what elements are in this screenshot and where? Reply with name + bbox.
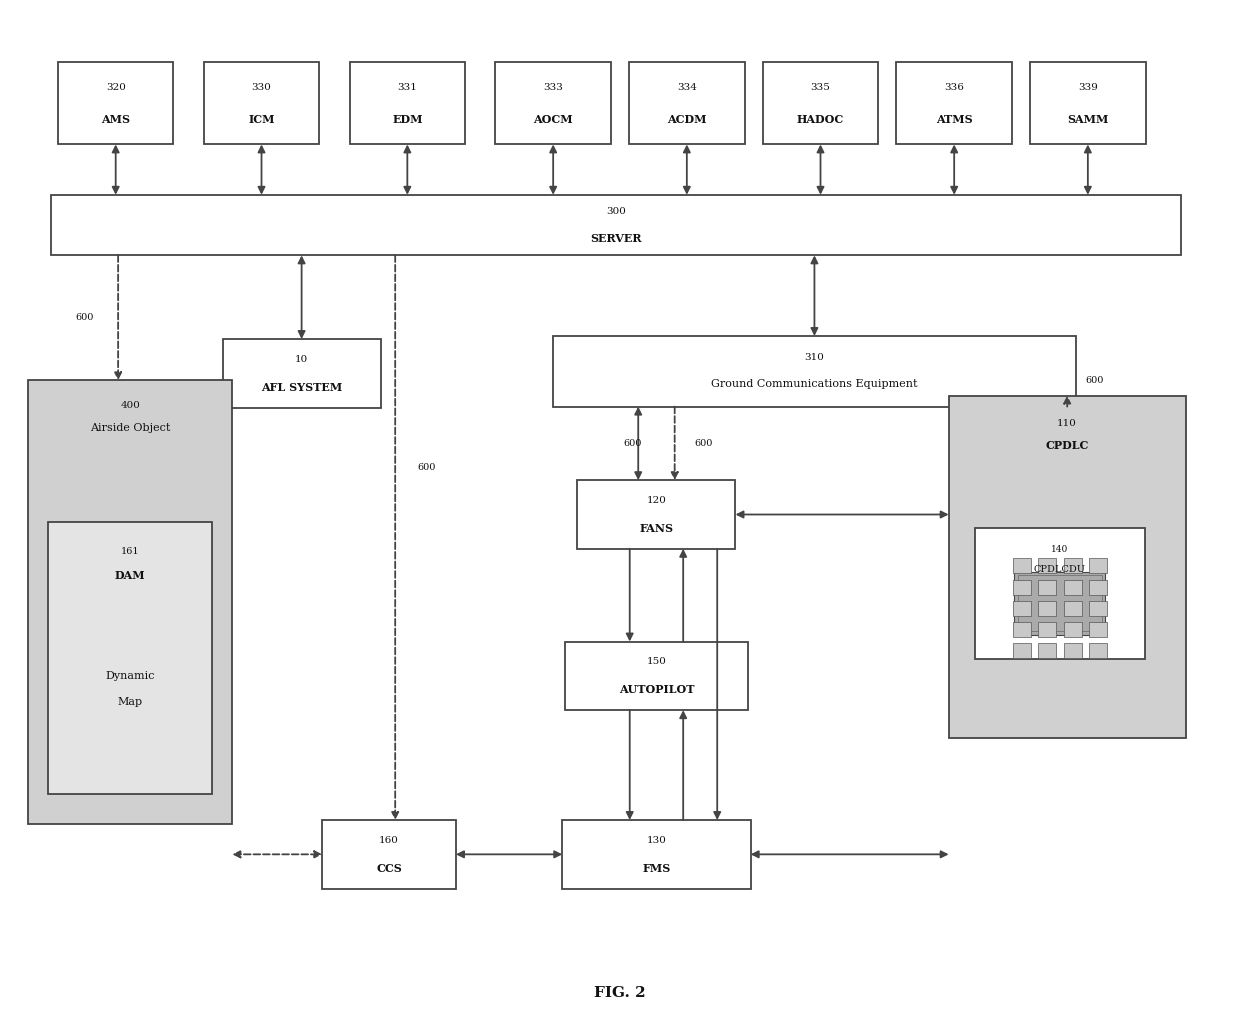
Text: 600: 600: [624, 439, 642, 448]
Bar: [562, 820, 750, 889]
Text: Map: Map: [118, 697, 143, 707]
Text: SERVER: SERVER: [590, 233, 642, 244]
Bar: [51, 194, 1182, 255]
Text: 150: 150: [646, 658, 666, 666]
Text: 400: 400: [120, 401, 140, 411]
Bar: [1089, 601, 1107, 615]
Text: ICM: ICM: [248, 113, 275, 125]
Text: Ground Communications Equipment: Ground Communications Equipment: [712, 380, 918, 389]
Text: 161: 161: [122, 547, 140, 557]
Text: Dynamic: Dynamic: [105, 671, 155, 681]
Bar: [48, 522, 212, 793]
Text: 600: 600: [74, 314, 93, 322]
Bar: [58, 62, 174, 144]
Bar: [763, 62, 878, 144]
Bar: [1089, 579, 1107, 595]
Text: Airside Object: Airside Object: [91, 423, 170, 433]
Bar: [1013, 643, 1030, 659]
Bar: [949, 395, 1185, 739]
Text: 335: 335: [811, 83, 831, 93]
Text: HADOC: HADOC: [797, 113, 844, 125]
Text: 330: 330: [252, 83, 272, 93]
Text: 10: 10: [295, 355, 309, 363]
Text: SAMM: SAMM: [1068, 113, 1109, 125]
Text: AMS: AMS: [102, 113, 130, 125]
Text: 110: 110: [1058, 419, 1078, 428]
Bar: [1089, 622, 1107, 637]
Text: 600: 600: [694, 439, 713, 448]
Text: DAM: DAM: [115, 569, 145, 580]
Text: 333: 333: [543, 83, 563, 93]
Bar: [897, 62, 1012, 144]
Bar: [629, 62, 744, 144]
Text: 600: 600: [1085, 377, 1104, 386]
Bar: [1013, 579, 1030, 595]
Text: ATMS: ATMS: [936, 113, 972, 125]
Text: EDM: EDM: [392, 113, 423, 125]
Bar: [1013, 601, 1030, 615]
Text: 160: 160: [379, 836, 399, 845]
Text: 130: 130: [646, 836, 666, 845]
Text: 339: 339: [1078, 83, 1097, 93]
Text: 331: 331: [397, 83, 418, 93]
Text: CCS: CCS: [376, 863, 402, 874]
Bar: [1018, 575, 1102, 632]
Text: 140: 140: [1052, 545, 1069, 555]
Text: 320: 320: [105, 83, 125, 93]
Text: CPDLC: CPDLC: [1045, 440, 1089, 452]
Bar: [1038, 643, 1056, 659]
Bar: [322, 820, 456, 889]
Text: 300: 300: [606, 208, 626, 216]
Text: 600: 600: [417, 463, 435, 471]
Bar: [1038, 622, 1056, 637]
Bar: [578, 481, 735, 548]
Bar: [1064, 579, 1081, 595]
Bar: [1064, 601, 1081, 615]
Text: FMS: FMS: [642, 863, 671, 874]
Text: 120: 120: [646, 496, 666, 505]
Bar: [1013, 622, 1030, 637]
Bar: [1064, 643, 1081, 659]
Bar: [1038, 559, 1056, 573]
Bar: [1014, 572, 1106, 635]
Bar: [565, 641, 748, 710]
Bar: [1038, 601, 1056, 615]
Text: FIG. 2: FIG. 2: [594, 987, 646, 1000]
Bar: [203, 62, 319, 144]
Text: 334: 334: [677, 83, 697, 93]
Bar: [1089, 643, 1107, 659]
Bar: [553, 336, 1075, 406]
Bar: [1013, 559, 1030, 573]
Bar: [1089, 559, 1107, 573]
Text: AOCM: AOCM: [533, 113, 573, 125]
Bar: [1064, 622, 1081, 637]
Text: ACDM: ACDM: [667, 113, 707, 125]
Bar: [496, 62, 611, 144]
Bar: [29, 381, 232, 824]
Text: CPDLCDU: CPDLCDU: [1034, 566, 1086, 574]
Bar: [1030, 62, 1146, 144]
Bar: [1064, 559, 1081, 573]
Text: AUTOPILOT: AUTOPILOT: [619, 684, 694, 696]
Text: FANS: FANS: [640, 523, 673, 534]
Text: 310: 310: [805, 353, 825, 361]
Text: AFL SYSTEM: AFL SYSTEM: [260, 382, 342, 393]
Text: 336: 336: [944, 83, 965, 93]
Bar: [1038, 579, 1056, 595]
Bar: [223, 339, 381, 407]
Bar: [975, 528, 1145, 659]
Bar: [350, 62, 465, 144]
